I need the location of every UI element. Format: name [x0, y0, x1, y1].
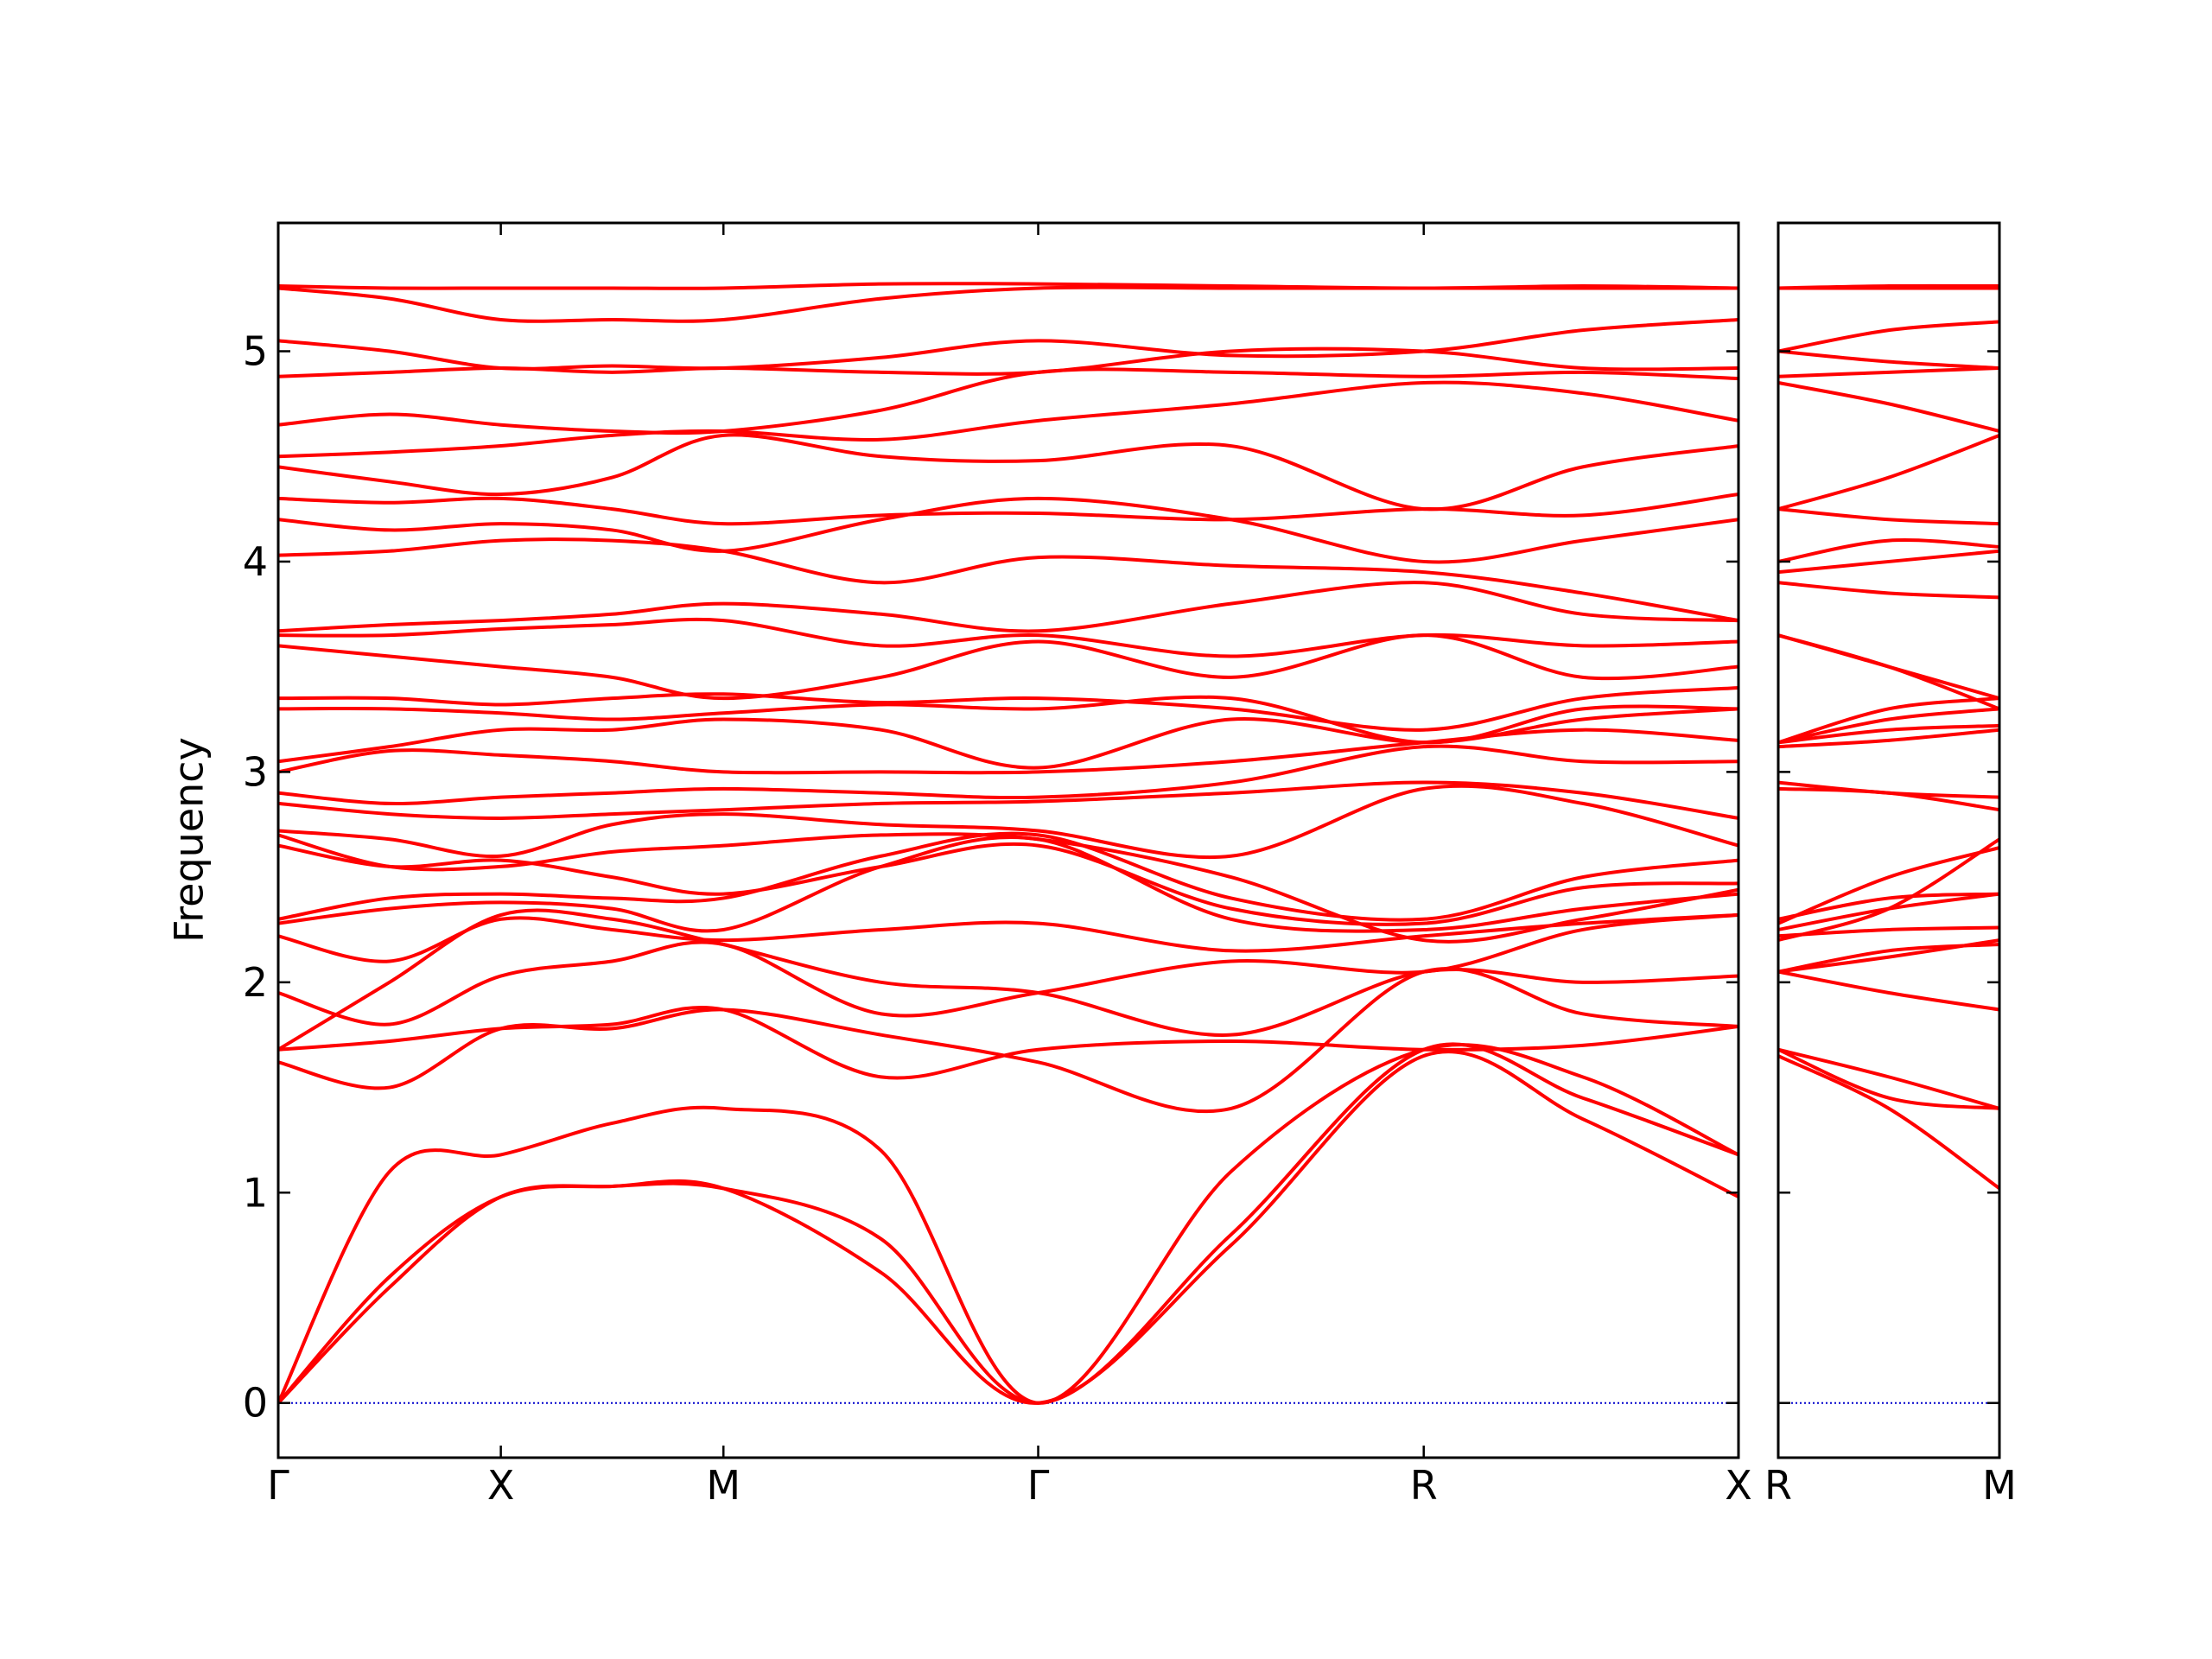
x-tick-label: M — [706, 1462, 741, 1509]
band-line — [1778, 507, 1999, 526]
band-line — [278, 831, 1738, 922]
band-line — [1778, 780, 1999, 799]
band-line — [1778, 1047, 1999, 1110]
y-tick-label: 4 — [243, 538, 268, 585]
band-line — [278, 912, 1738, 1027]
band-line — [278, 367, 1738, 435]
band-line — [1778, 1047, 1999, 1110]
band-line — [1778, 846, 1999, 925]
band-line — [278, 537, 1738, 623]
band-line — [278, 496, 1738, 564]
band-line — [1778, 434, 1999, 512]
band-line — [1778, 320, 1999, 353]
band-line — [1778, 349, 1999, 370]
band-line — [278, 493, 1738, 526]
band-line — [278, 380, 1738, 459]
band-line — [1778, 381, 1999, 433]
x-tick-label: X — [1725, 1462, 1752, 1509]
x-tick-label: M — [1982, 1462, 2017, 1509]
band-line — [1778, 1054, 1999, 1191]
band-line — [278, 1042, 1738, 1405]
axes-frame — [1777, 221, 2001, 1459]
plot-area — [278, 282, 1738, 1405]
band-line — [278, 835, 1738, 933]
band-line — [278, 581, 1738, 633]
band-line — [278, 967, 1738, 1114]
x-tick-label: Γ — [1027, 1462, 1050, 1509]
y-axis-label: Frequency — [166, 737, 213, 943]
band-line — [278, 686, 1738, 732]
band-line — [278, 832, 1738, 944]
band-line — [1778, 538, 1999, 563]
band-line — [278, 780, 1738, 820]
band-line — [1778, 938, 1999, 974]
band-line — [278, 617, 1738, 658]
band-line — [278, 784, 1738, 860]
band-line — [278, 285, 1738, 323]
y-tick-label: 3 — [243, 748, 268, 795]
plot-area — [1778, 283, 1999, 1404]
band-line — [278, 433, 1738, 512]
band-line — [278, 695, 1738, 745]
x-tick-label: R — [1410, 1462, 1438, 1509]
band-line — [1778, 969, 1999, 1012]
band-line — [1778, 723, 1999, 745]
band-line — [278, 282, 1738, 290]
band-line — [1778, 728, 1999, 749]
band-line — [278, 912, 1738, 963]
y-tick-label: 2 — [243, 959, 268, 1006]
band-line — [278, 842, 1738, 926]
band-line — [1778, 549, 1999, 575]
x-tick-label: Γ — [267, 1462, 289, 1509]
x-tick-label: R — [1764, 1462, 1792, 1509]
band-line — [278, 744, 1738, 805]
y-tick-label: 1 — [243, 1169, 268, 1216]
y-tick-label: 0 — [243, 1380, 268, 1427]
band-line — [1778, 837, 1999, 943]
band-line — [1778, 633, 1999, 711]
band-line — [1778, 581, 1999, 600]
band-line — [1778, 283, 1999, 290]
band-line — [1778, 707, 1999, 745]
band-line — [278, 1050, 1738, 1405]
band-line — [278, 633, 1738, 701]
band-line — [1778, 365, 1999, 378]
y-tick-label: 5 — [243, 327, 268, 374]
band-line — [278, 707, 1738, 770]
band-line — [278, 1043, 1738, 1405]
axes-frame — [276, 221, 1740, 1459]
x-tick-label: X — [487, 1462, 515, 1509]
band-line — [278, 1005, 1738, 1080]
band-line — [278, 317, 1738, 371]
